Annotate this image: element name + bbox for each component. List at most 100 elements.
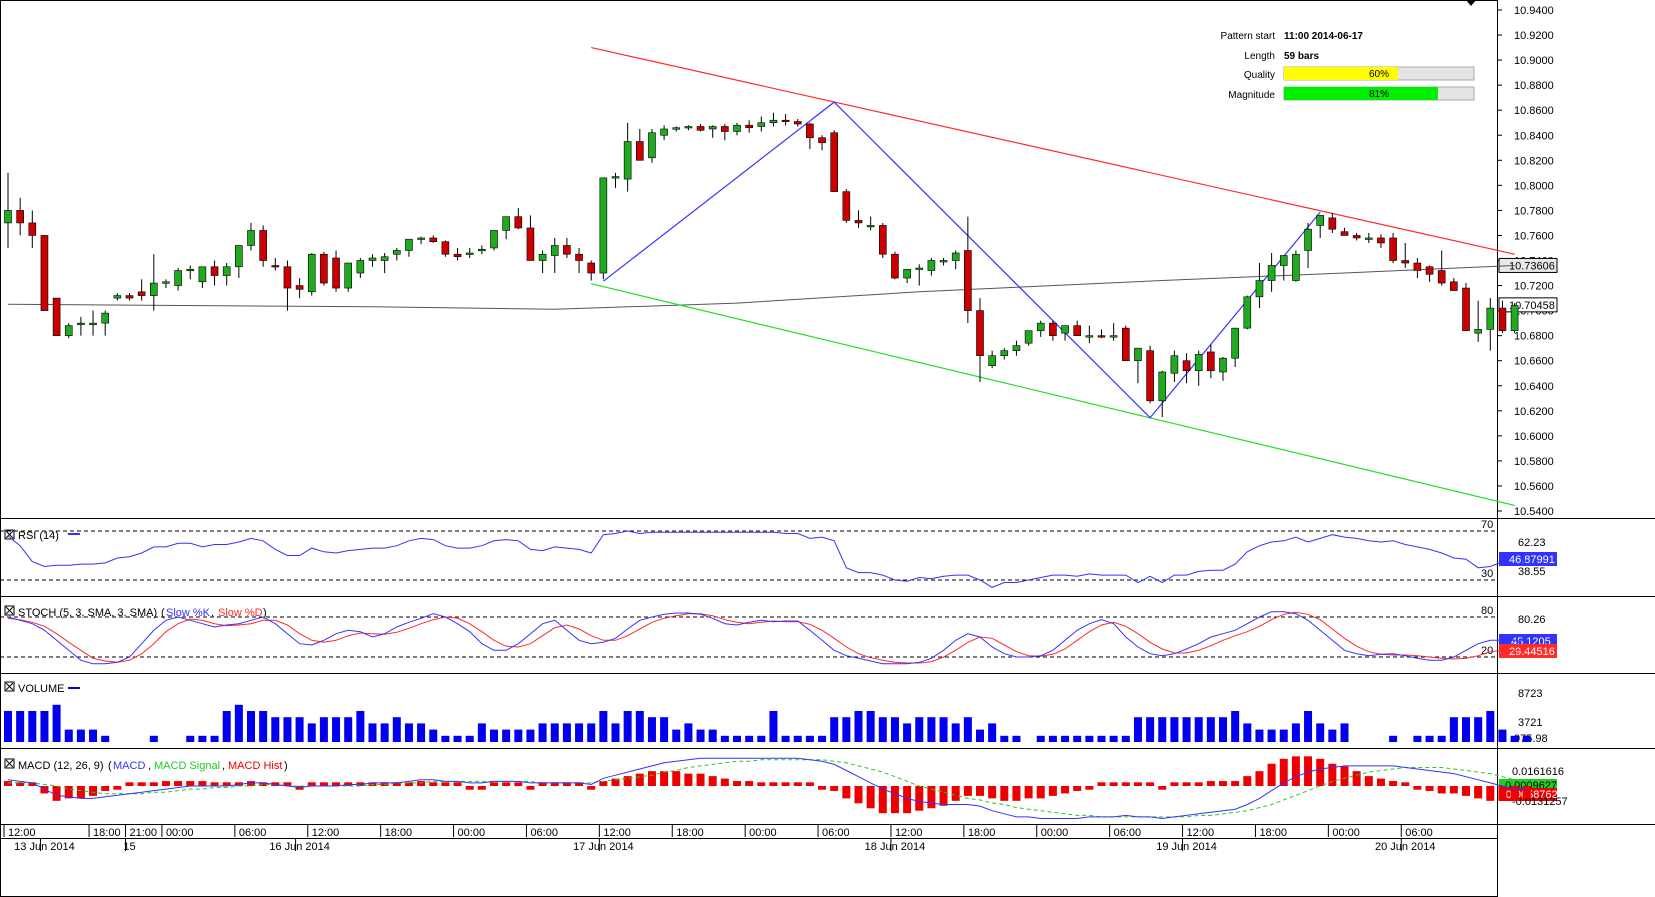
candle-body <box>101 312 109 324</box>
macd-hist-bar <box>878 786 887 814</box>
candle-body <box>1243 296 1252 329</box>
macd-hist-bar <box>903 786 912 814</box>
macd-hist-bar <box>1121 782 1130 786</box>
macd-hist-bar <box>696 773 705 786</box>
volume-bar <box>307 723 316 742</box>
candle-body <box>1474 329 1482 334</box>
volume-bar <box>1510 735 1519 742</box>
current-price-box <box>1498 257 1558 273</box>
volume-bar <box>1097 735 1106 742</box>
volume-bar <box>963 717 972 742</box>
macd-hist-bar <box>587 786 596 790</box>
volume-bar <box>76 729 85 742</box>
quality-value: 60% <box>1369 69 1389 80</box>
candle-body <box>332 257 340 289</box>
macd-hist-bar <box>198 781 207 786</box>
moving-average-line <box>7 265 1515 310</box>
price-tick-label: 10.9000 <box>1514 55 1554 67</box>
stoch-level-20: 20 <box>1481 645 1493 657</box>
volume-bar <box>1304 711 1313 742</box>
volume-bar <box>890 717 899 742</box>
macd-hist-bar <box>684 773 693 786</box>
volume-bar <box>769 711 778 742</box>
candle-body <box>672 127 681 130</box>
macd-hist-bar <box>1376 778 1385 786</box>
candle-body <box>1450 281 1458 291</box>
volume-bar <box>805 735 814 742</box>
volume-bar <box>1486 711 1495 742</box>
date-label: 17 Jun 2014 <box>573 841 634 853</box>
candle-body <box>1073 325 1081 336</box>
candle-body <box>1304 228 1312 251</box>
macd-tick-label-2: -0.0131257 <box>1512 796 1568 808</box>
candle-body <box>538 253 547 261</box>
time-tick-label: 18:00 <box>385 827 413 839</box>
price-tick-label: 10.6600 <box>1514 356 1554 368</box>
volume-bar <box>89 729 98 742</box>
macd-hist-bar <box>259 782 268 786</box>
time-tick-label: 06:00 <box>822 827 850 839</box>
candle-body <box>429 237 438 243</box>
macd-hist-bar <box>186 781 195 786</box>
candle-body <box>1219 357 1227 373</box>
candle-body <box>587 262 596 274</box>
candle-body <box>1024 330 1033 344</box>
quality-bar-fill <box>1284 67 1398 80</box>
volume-bar <box>64 729 73 742</box>
candle-body <box>150 282 158 296</box>
volume-bar <box>1425 735 1434 742</box>
volume-bar <box>1231 711 1240 742</box>
macd-hist-bar <box>1061 786 1070 794</box>
volume-bar <box>222 711 231 742</box>
macd-hist-bar <box>465 786 474 790</box>
time-tick-label: 12:00 <box>1187 827 1215 839</box>
volume-bar <box>562 723 571 742</box>
macd-hist-bar <box>988 786 997 799</box>
svg-text:,: , <box>148 760 151 772</box>
macd-hist-bar <box>1279 758 1288 786</box>
candle-body <box>247 230 255 246</box>
stoch-x-icon <box>5 606 14 615</box>
macd-hist-bar <box>1109 782 1118 786</box>
volume-bar <box>514 729 523 742</box>
candle-body <box>563 245 571 255</box>
price-tick-label: 10.6200 <box>1514 406 1554 418</box>
macd-hist-bar <box>866 786 875 809</box>
volume-bar <box>404 723 413 742</box>
macd-hist-bar <box>1291 756 1300 786</box>
volume-bar <box>210 735 219 742</box>
candle-body <box>951 252 960 261</box>
volume-bar <box>319 717 328 742</box>
volume-bar <box>635 711 644 742</box>
macd-hist-bar <box>417 781 426 786</box>
time-tick-label: 00:00 <box>749 827 777 839</box>
candle-body <box>915 267 924 270</box>
candle-body <box>806 123 814 139</box>
volume-bar <box>1316 723 1325 742</box>
macd-hist-bar <box>210 782 219 786</box>
candle-body <box>186 268 195 272</box>
macd-hist-bar <box>149 782 158 786</box>
rsi-level-30: 30 <box>1481 568 1493 580</box>
volume-bar <box>1462 717 1470 742</box>
volume-bar <box>526 729 535 742</box>
macd-hist-bar <box>1012 786 1021 801</box>
candle-body <box>769 119 778 124</box>
rsi-x-icon <box>5 530 14 539</box>
macd-hist-bar <box>1194 782 1203 786</box>
candle-body <box>526 227 535 261</box>
macd-hist-bar <box>818 786 827 790</box>
volume-bar <box>1012 735 1021 742</box>
price-tick-label: 10.7600 <box>1514 230 1554 242</box>
volume-bar <box>1498 729 1507 742</box>
candle-body <box>28 222 37 236</box>
macd-signal-legend: MACD Signal <box>154 760 220 772</box>
price-tick-label: 10.7200 <box>1514 281 1554 293</box>
volume-bar <box>1219 717 1227 742</box>
volume-bar <box>733 735 741 742</box>
volume-x-icon <box>5 682 14 691</box>
time-tick-label: 06:00 <box>1114 827 1142 839</box>
candle-body <box>1012 345 1021 351</box>
pattern-zigzag-line <box>603 101 1321 419</box>
volume-bar <box>186 735 195 742</box>
